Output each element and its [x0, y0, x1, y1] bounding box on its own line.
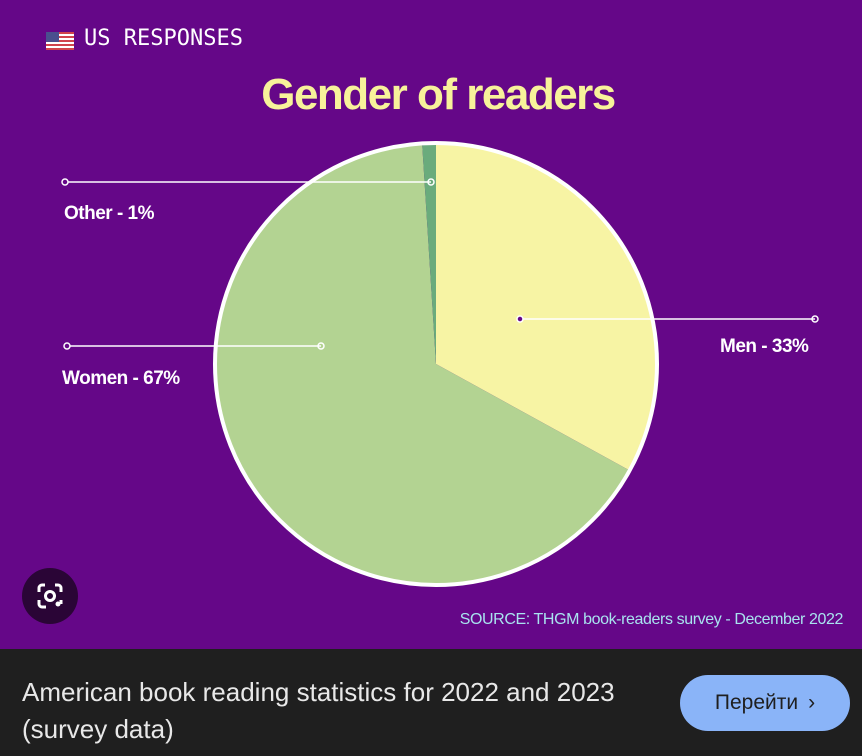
visit-label: Перейти	[714, 691, 799, 714]
region-badge: US RESPONSES	[84, 26, 243, 51]
chevron-right-icon: ›	[808, 691, 816, 714]
pie-slice-men	[436, 143, 657, 471]
lens-icon	[37, 583, 63, 609]
source-note: SOURCE: THGM book-readers survey - Decem…	[459, 611, 844, 628]
leader-men	[516, 315, 819, 323]
pie-outline	[213, 141, 659, 587]
result-caption[interactable]: American book reading statistics for 202…	[22, 677, 615, 744]
label-men: Men - 33%	[720, 336, 809, 357]
leader-other	[61, 178, 435, 186]
google-lens-button[interactable]	[22, 568, 78, 624]
label-other: Other - 1%	[64, 203, 155, 224]
pie-chart	[61, 141, 819, 587]
pie-slice-women	[214, 143, 630, 586]
label-women: Women - 67%	[62, 368, 180, 389]
leader-women	[63, 342, 325, 350]
visit-button[interactable]: Перейти ›	[680, 675, 850, 731]
pie-slice-other	[422, 143, 436, 364]
chart-image[interactable]: US RESPONSES Gender of readers Other - 1…	[0, 0, 862, 649]
chart-title: Gender of readers	[261, 70, 616, 119]
us-flag-icon	[46, 32, 74, 50]
